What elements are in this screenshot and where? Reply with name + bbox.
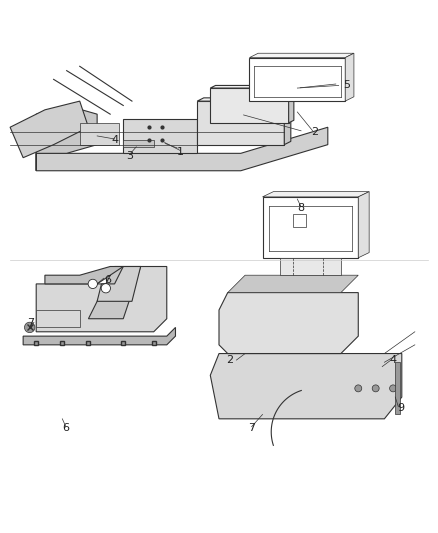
Polygon shape bbox=[358, 192, 369, 258]
Text: 2: 2 bbox=[311, 127, 318, 138]
Text: 7: 7 bbox=[248, 423, 255, 433]
Text: 2: 2 bbox=[226, 355, 233, 365]
Text: 9: 9 bbox=[397, 403, 404, 413]
Circle shape bbox=[89, 280, 96, 287]
Polygon shape bbox=[197, 98, 291, 101]
Polygon shape bbox=[345, 53, 354, 101]
Polygon shape bbox=[395, 362, 399, 415]
Polygon shape bbox=[262, 192, 369, 197]
Polygon shape bbox=[123, 140, 154, 147]
Polygon shape bbox=[36, 266, 167, 332]
Text: 3: 3 bbox=[126, 150, 133, 160]
Polygon shape bbox=[88, 266, 141, 319]
Text: 1: 1 bbox=[177, 147, 184, 157]
Polygon shape bbox=[10, 101, 88, 158]
Text: 4: 4 bbox=[389, 355, 397, 365]
Polygon shape bbox=[23, 327, 176, 345]
Circle shape bbox=[88, 279, 97, 288]
Circle shape bbox=[102, 284, 110, 293]
Polygon shape bbox=[228, 275, 358, 293]
Polygon shape bbox=[36, 127, 328, 171]
Polygon shape bbox=[197, 101, 284, 144]
Circle shape bbox=[355, 385, 362, 392]
Polygon shape bbox=[36, 310, 80, 327]
Polygon shape bbox=[210, 85, 294, 88]
Polygon shape bbox=[280, 258, 341, 275]
Polygon shape bbox=[289, 85, 294, 123]
Text: 6: 6 bbox=[62, 423, 69, 433]
Polygon shape bbox=[262, 197, 358, 258]
Polygon shape bbox=[123, 118, 197, 154]
Polygon shape bbox=[210, 353, 402, 419]
Polygon shape bbox=[36, 106, 97, 171]
Polygon shape bbox=[219, 293, 358, 353]
Text: 5: 5 bbox=[343, 80, 350, 91]
Polygon shape bbox=[97, 266, 141, 301]
Circle shape bbox=[390, 385, 396, 392]
Text: 4: 4 bbox=[111, 135, 118, 146]
Polygon shape bbox=[210, 88, 289, 123]
Text: 8: 8 bbox=[297, 203, 304, 213]
Polygon shape bbox=[80, 123, 119, 144]
Polygon shape bbox=[45, 266, 123, 284]
Polygon shape bbox=[250, 53, 354, 58]
Polygon shape bbox=[284, 98, 291, 144]
Text: 6: 6 bbox=[105, 274, 112, 285]
Circle shape bbox=[102, 285, 110, 292]
Polygon shape bbox=[250, 58, 345, 101]
Text: 7: 7 bbox=[27, 318, 34, 328]
Polygon shape bbox=[293, 214, 306, 228]
Circle shape bbox=[372, 385, 379, 392]
Circle shape bbox=[25, 322, 35, 333]
